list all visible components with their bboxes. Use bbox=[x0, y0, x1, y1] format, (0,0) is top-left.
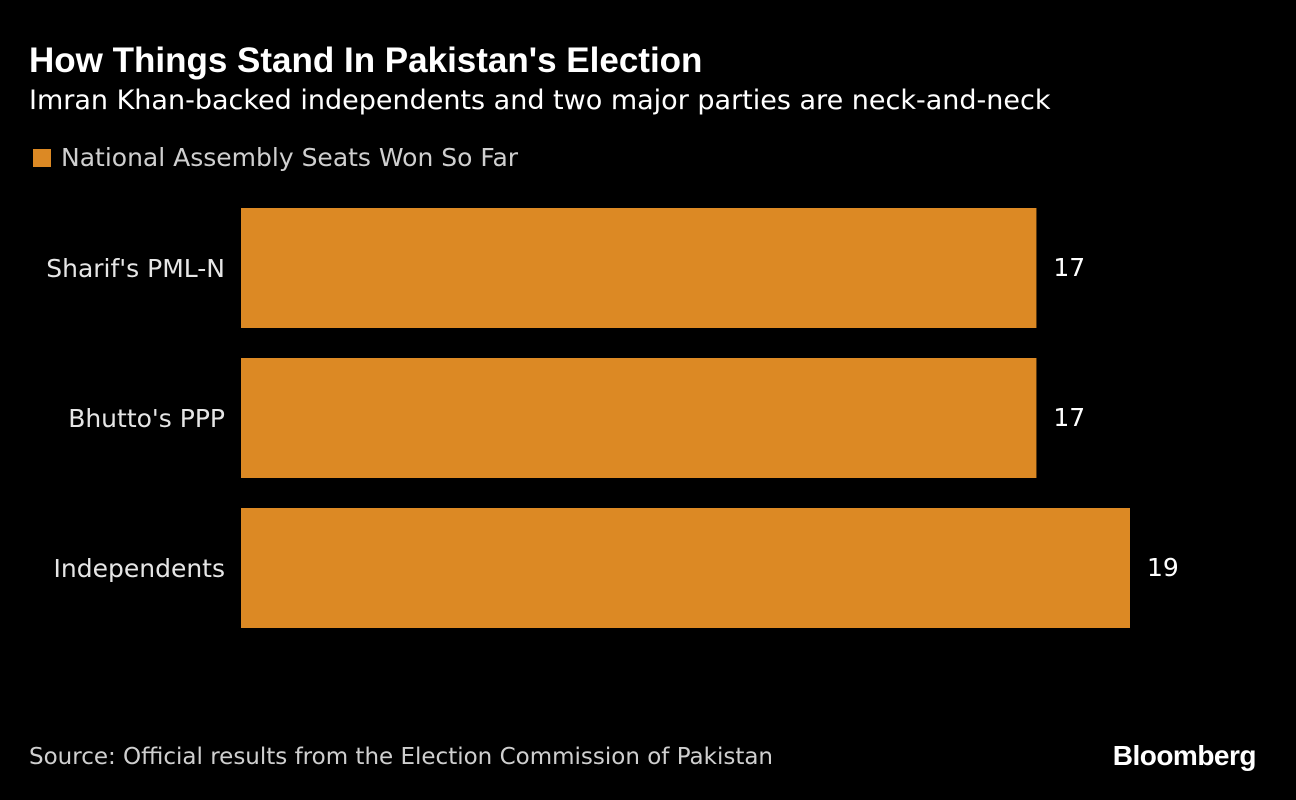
bar bbox=[241, 208, 1037, 328]
bar bbox=[241, 358, 1037, 478]
bloomberg-logo: Bloomberg bbox=[1112, 740, 1257, 771]
chart-subtitle: Imran Khan-backed independents and two m… bbox=[29, 85, 1051, 116]
bar bbox=[241, 508, 1130, 628]
source-note: Source: Official results from the Electi… bbox=[29, 744, 774, 770]
value-label: 17 bbox=[1053, 253, 1085, 282]
chart-title: How Things Stand In Pakistan's Election bbox=[29, 41, 703, 80]
value-label: 17 bbox=[1053, 403, 1085, 432]
category-label: Sharif's PML-N bbox=[46, 254, 225, 283]
value-label: 19 bbox=[1147, 553, 1179, 582]
category-label: Independents bbox=[54, 554, 225, 583]
legend: National Assembly Seats Won So Far bbox=[33, 142, 518, 174]
legend-swatch bbox=[33, 149, 51, 167]
category-label: Bhutto's PPP bbox=[68, 404, 225, 433]
legend-label: National Assembly Seats Won So Far bbox=[61, 143, 519, 172]
